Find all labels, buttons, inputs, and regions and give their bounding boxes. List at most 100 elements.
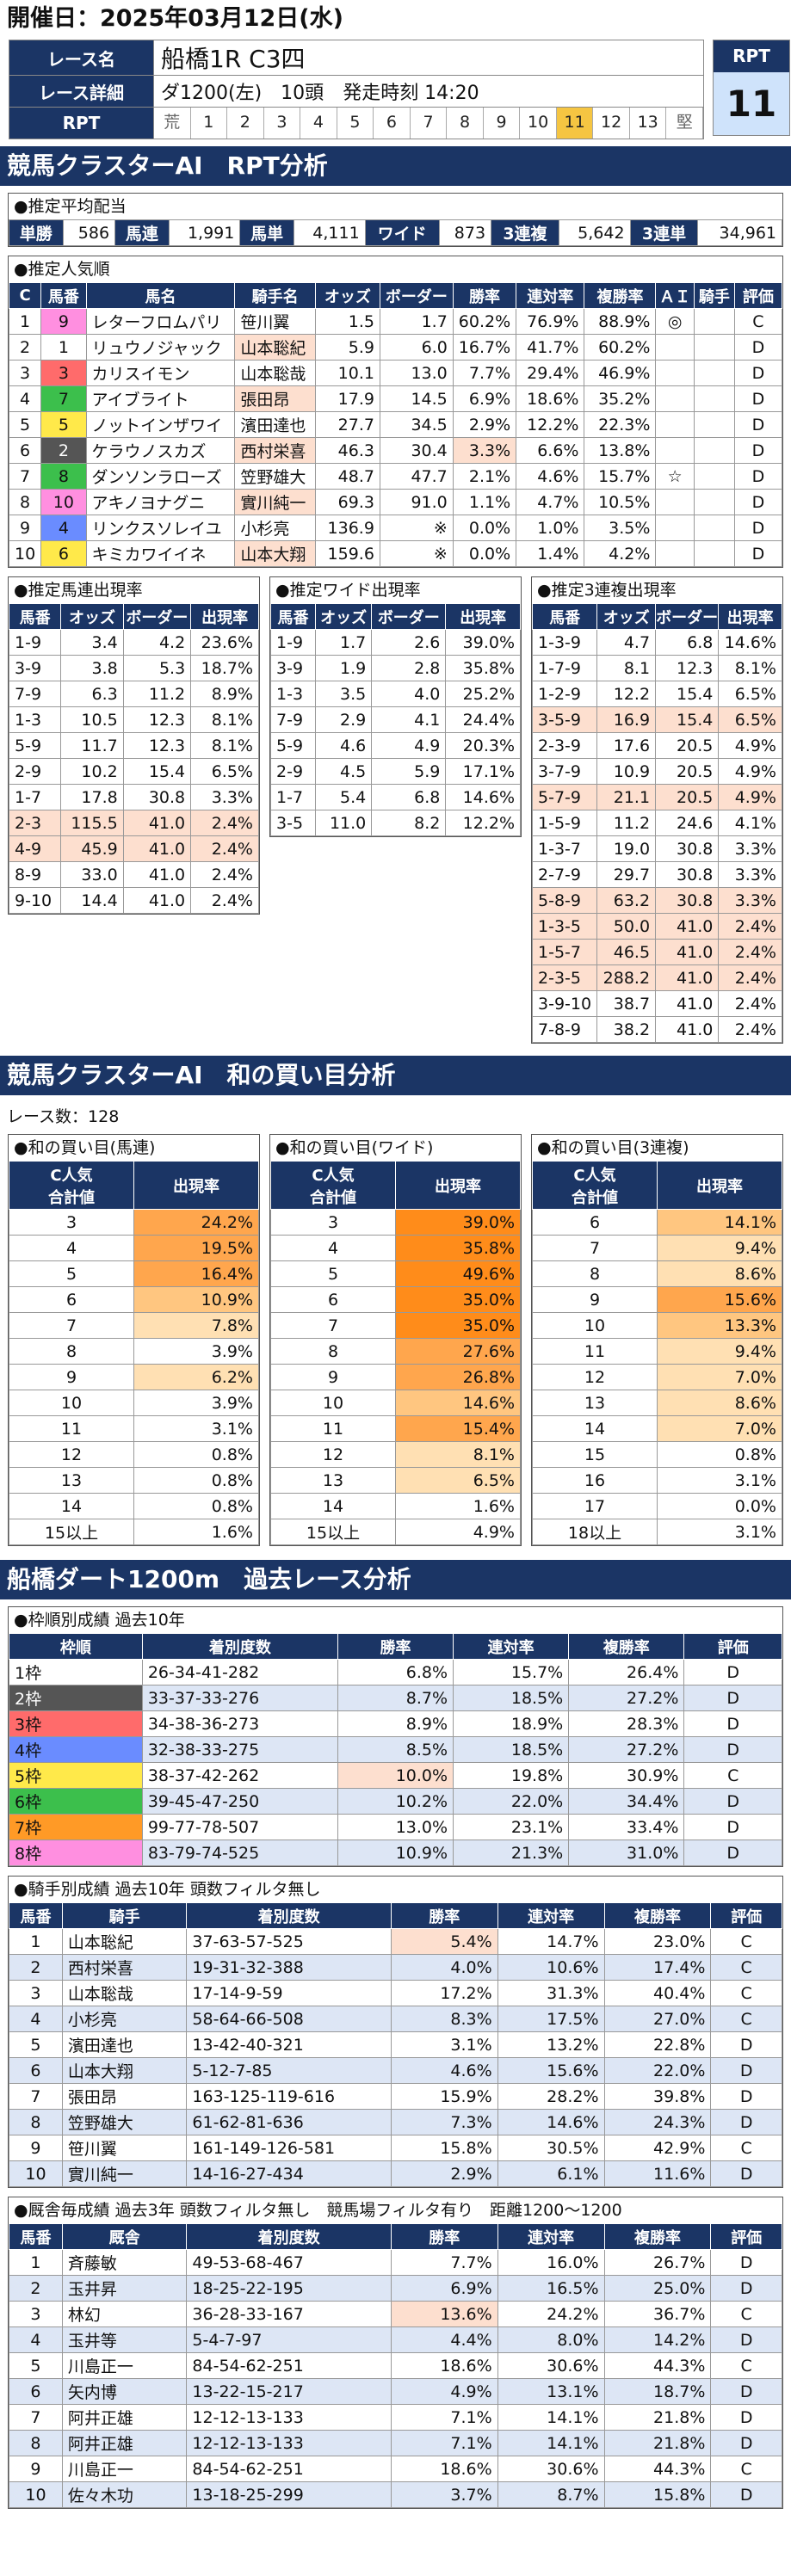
table-cell: 山本聡哉: [61, 1980, 188, 2006]
table-cell: D: [683, 1814, 782, 1840]
table-cell: [655, 334, 695, 361]
table-cell: 14.2%: [603, 2326, 712, 2353]
table-cell: 4: [9, 2006, 63, 2032]
table-row: 15以上 1.6%: [9, 1519, 259, 1545]
column-header: 馬名: [85, 282, 236, 309]
table-cell: 1-3-7: [531, 835, 598, 862]
table-row: 4 7 アイブライト 張田昂 17.9 14.5 6.9% 18.6% 35.2% D: [8, 385, 783, 412]
column-header: 複勝率: [568, 1633, 685, 1660]
table-cell: C: [710, 1954, 782, 1981]
column-header: C: [8, 282, 42, 309]
table-row: 3-5 11.0 8.2 12.2%: [270, 810, 521, 836]
table-cell: 19-31-32-388: [186, 1954, 392, 1981]
table-cell: 84-54-62-251: [186, 2456, 392, 2482]
table-cell: 4.2: [122, 629, 192, 656]
table-cell: 37-63-57-525: [186, 1928, 392, 1955]
table-cell: 1.7: [314, 629, 373, 656]
table-cell: 2.4%: [190, 835, 259, 862]
table-cell: 14.7%: [497, 1928, 605, 1955]
table-cell: 小杉亮: [234, 515, 316, 541]
wide-panel: ●推定ワイド出現率 馬番 オッズ ボーダー 出現率 1-9 1.7 2.6 39.0% 3-9 1…: [269, 576, 522, 837]
table-cell: 115.5: [60, 810, 124, 836]
table-cell: 41.0: [655, 990, 720, 1017]
table-row: 4枠 32-38-33-275 8.5% 18.5% 27.2% D: [9, 1736, 782, 1763]
jockey-panel: ●騎手別成績 過去10年 頭数フィルタ無し 馬番 騎手 着別度数 勝率 連対率 複勝率 評価…: [8, 1876, 783, 2188]
sum-umaren-panel: ●和の買い目(馬連) C人気 合計値 出現率 3 24.2% 4 19.5% 5 16.4% 6…: [8, 1134, 260, 1546]
table-cell: 6: [9, 2378, 63, 2405]
column-header: C人気 合計値: [9, 1161, 134, 1210]
table-row: 10 6 キミカワイイネ 山本大翔 159.6 ※ 0.0% 1.4% 4.2% D: [8, 540, 783, 567]
table-cell: 5-12-7-85: [186, 2057, 392, 2084]
race-detail-label: レース詳細: [9, 75, 154, 108]
table-cell: 山本大翔: [61, 2057, 188, 2084]
table-row: 3 山本聡哉 17-14-9-59 17.2% 31.3% 40.4% C: [9, 1980, 782, 2006]
table-row: 1枠 26-34-41-282 6.8% 15.7% 26.4% D: [9, 1659, 782, 1685]
table-cell: 50.0: [596, 913, 657, 940]
table-cell: 6.3: [60, 681, 124, 707]
table-cell: 15.8%: [390, 2135, 498, 2161]
table-row: 2 西村栄喜 19-31-32-388 4.0% 10.6% 17.4% C: [9, 1954, 782, 1981]
table-cell: [693, 360, 735, 386]
table-cell: [655, 360, 695, 386]
table-row: 3-9-10 38.7 41.0 2.4%: [531, 990, 782, 1017]
rpt-scale-item: 6: [374, 108, 411, 139]
table-cell: 39-45-47-250: [141, 1788, 338, 1815]
table-cell: 27.7: [314, 411, 380, 438]
table-cell: 18以上: [532, 1519, 658, 1545]
table-row: 1-7-9 8.1 12.3 8.1%: [531, 655, 782, 681]
table-cell: 11: [9, 1415, 134, 1442]
table-cell: 5.4: [314, 784, 373, 810]
table-cell: 13: [532, 1390, 658, 1416]
table-row: 1-3-7 19.0 30.8 3.3%: [531, 835, 782, 862]
table-cell: 3-9: [270, 655, 316, 681]
table-row: 8 3.9%: [9, 1338, 259, 1365]
table-cell: 3.3%: [718, 835, 782, 862]
table-cell: 14: [9, 1493, 134, 1519]
table-cell: 山本聡紀: [61, 1928, 188, 1955]
table-cell: 玉井等: [61, 2326, 188, 2353]
column-header: オッズ: [60, 603, 124, 630]
table-cell: 45.9: [60, 835, 124, 862]
table-cell: 30.6%: [497, 2456, 605, 2482]
table-cell: 1.5: [314, 308, 380, 335]
table-cell: 21.8%: [603, 2430, 712, 2456]
table-cell: 1-7-9: [531, 655, 598, 681]
column-header: 出現率: [445, 603, 521, 630]
table-cell: 斉藤敏: [61, 2249, 188, 2276]
table-cell: C: [710, 2006, 782, 2032]
table-cell: [693, 411, 735, 438]
table-cell: 2-9: [8, 758, 62, 785]
table-cell: アキノヨナグニ: [85, 489, 236, 515]
rpt-box: RPT 11: [713, 40, 790, 136]
column-header: 出現率: [657, 1161, 782, 1210]
table-row: 8枠 83-79-74-525 10.9% 21.3% 31.0% D: [9, 1840, 782, 1866]
column-header: 騎手名: [234, 282, 316, 309]
table-cell: 5: [270, 1260, 396, 1287]
table-cell: 4.9%: [718, 784, 782, 810]
table-row: 1-3 3.5 4.0 25.2%: [270, 681, 521, 707]
table-cell: 41.0: [122, 835, 192, 862]
table-row: 5 16.4%: [9, 1260, 259, 1287]
sum-wide-table: C人気 合計値 出現率 3 39.0% 4 35.8% 5 49.6% 6 35.0% 7 35.0%…: [270, 1161, 521, 1545]
race-heads: 10頭: [281, 83, 324, 104]
table-cell: 16.4%: [133, 1260, 259, 1287]
table-cell: 3.7%: [390, 2481, 498, 2508]
table-cell: 8.1%: [190, 706, 259, 733]
table-cell: 13: [270, 1467, 396, 1494]
rpt-scale-item: 荒: [154, 108, 191, 139]
rpt-title: RPT: [714, 40, 789, 72]
table-cell: 8.1: [596, 655, 657, 681]
table-cell: 6.9%: [452, 385, 517, 412]
sum-wide-title: ●和の買い目(ワイド): [275, 1138, 434, 1157]
table-cell: 張田昂: [61, 2083, 188, 2110]
table-cell: 14.1%: [497, 2404, 605, 2431]
table-cell: 8.9%: [190, 681, 259, 707]
column-header: オッズ: [596, 603, 657, 630]
table-cell: 18.5%: [453, 1685, 570, 1711]
table-cell: 10.9%: [337, 1840, 454, 1866]
table-row: 2-9 4.5 5.9 17.1%: [270, 758, 521, 785]
table-cell: [655, 437, 695, 464]
table-cell: 4: [9, 1235, 134, 1261]
table-cell: 9.4%: [657, 1338, 782, 1365]
table-cell: 1-2-9: [531, 681, 598, 707]
